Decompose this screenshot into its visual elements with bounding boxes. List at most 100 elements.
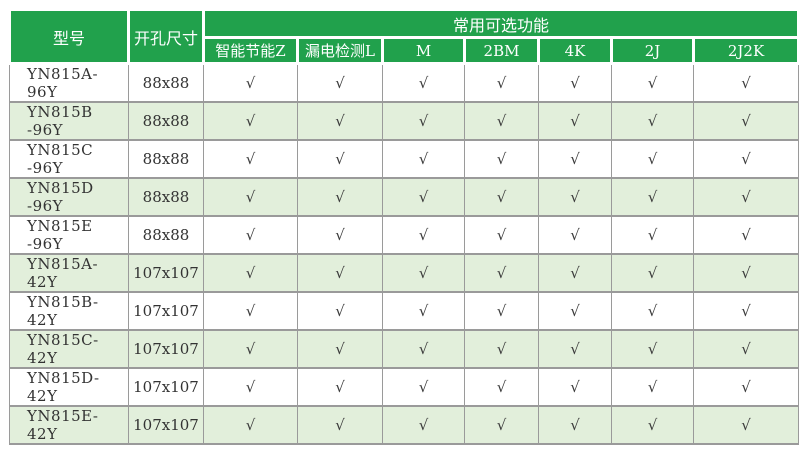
check-cell: √ [464,405,539,445]
check-cell: √ [692,367,800,407]
check-cell: √ [297,405,383,445]
header-function-4k: 4K [537,36,613,65]
check-cell: √ [464,139,539,179]
table-row: YN815C -96Y 88x88 √ √ √ √ √ √ √ [9,139,800,179]
check-cell: √ [611,177,694,217]
check-cell: √ [464,253,539,293]
model-cell: YN815A-96Y [9,62,129,103]
header-cutout: 开孔尺寸 [127,8,205,65]
check-cell: √ [692,253,800,293]
check-cell: √ [464,101,539,141]
model-cell: YN815A-42Y [9,253,129,293]
check-cell: √ [203,405,298,445]
check-cell: √ [538,177,612,217]
model-cell: YN815C -96Y [9,139,129,179]
check-cell: √ [538,329,612,369]
model-cell: YN815E-42Y [9,405,129,445]
check-cell: √ [538,139,612,179]
header-function-smart-energy: 智能节能Z [202,36,299,65]
check-cell: √ [382,253,465,293]
header-model: 型号 [8,8,130,65]
model-cell: YN815B-42Y [9,291,129,331]
check-cell: √ [203,62,298,103]
header-function-leakage: 漏电检测L [296,36,384,65]
table-row: YN815E-42Y 107x107 √ √ √ √ √ √ √ [9,405,800,445]
check-cell: √ [692,405,800,445]
check-cell: √ [611,62,694,103]
table-header: 型号 开孔尺寸 常用可选功能 智能节能Z 漏电检测L M 2BM 4K 2J 2… [8,8,800,65]
cutout-cell: 107x107 [128,291,204,331]
check-cell: √ [203,139,298,179]
check-cell: √ [382,62,465,103]
cutout-cell: 88x88 [128,101,204,141]
check-cell: √ [297,139,383,179]
check-cell: √ [538,367,612,407]
check-cell: √ [464,367,539,407]
cutout-cell: 88x88 [128,177,204,217]
check-cell: √ [203,177,298,217]
check-cell: √ [297,215,383,255]
header-row-functions: 智能节能Z 漏电检测L M 2BM 4K 2J 2J2K [10,36,800,65]
cutout-cell: 107x107 [128,405,204,445]
table-row: YN815A-42Y 107x107 √ √ √ √ √ √ √ [9,253,800,293]
table-row: YN815E -96Y 88x88 √ √ √ √ √ √ √ [9,215,800,255]
check-cell: √ [692,139,800,179]
check-cell: √ [203,291,298,331]
table-row: YN815D-42Y 107x107 √ √ √ √ √ √ √ [9,367,800,407]
check-cell: √ [203,101,298,141]
model-cell: YN815C-42Y [9,329,129,369]
check-cell: √ [611,101,694,141]
table-body: YN815A-96Y 88x88 √ √ √ √ √ √ √ YN815B -9… [9,62,800,445]
header-functions-group: 常用可选功能 [201,8,800,39]
header-function-m: M [381,36,466,65]
check-cell: √ [692,291,800,331]
check-cell: √ [203,215,298,255]
table-row: YN815B -96Y 88x88 √ √ √ √ √ √ √ [9,101,800,141]
check-cell: √ [203,329,298,369]
model-cell: YN815D-42Y [9,367,129,407]
check-cell: √ [464,215,539,255]
check-cell: √ [382,215,465,255]
check-cell: √ [692,101,800,141]
check-cell: √ [692,215,800,255]
check-cell: √ [692,62,800,103]
header-row-group: 型号 开孔尺寸 常用可选功能 [8,8,800,65]
check-cell: √ [464,291,539,331]
cutout-cell: 107x107 [128,329,204,369]
check-cell: √ [538,215,612,255]
check-cell: √ [382,139,465,179]
table-row: YN815B-42Y 107x107 √ √ √ √ √ √ √ [9,291,800,331]
check-cell: √ [297,367,383,407]
check-cell: √ [611,215,694,255]
check-cell: √ [382,291,465,331]
check-cell: √ [538,62,612,103]
header-function-2bm: 2BM [463,36,540,65]
model-cell: YN815B -96Y [9,101,129,141]
table-row: YN815D -96Y 88x88 √ √ √ √ √ √ √ [9,177,800,217]
model-cell: YN815E -96Y [9,215,129,255]
check-cell: √ [611,367,694,407]
cutout-cell: 107x107 [128,367,204,407]
table-row: YN815C-42Y 107x107 √ √ √ √ √ √ √ [9,329,800,369]
check-cell: √ [538,101,612,141]
check-cell: √ [611,291,694,331]
table-row: YN815A-96Y 88x88 √ √ √ √ √ √ √ [9,62,800,103]
check-cell: √ [382,405,465,445]
cutout-cell: 88x88 [128,215,204,255]
check-cell: √ [382,101,465,141]
check-cell: √ [538,405,612,445]
check-cell: √ [611,253,694,293]
cutout-cell: 88x88 [128,139,204,179]
check-cell: √ [382,367,465,407]
check-cell: √ [538,291,612,331]
check-cell: √ [297,329,383,369]
check-cell: √ [297,177,383,217]
check-cell: √ [297,101,383,141]
check-cell: √ [538,253,612,293]
check-cell: √ [464,62,539,103]
check-cell: √ [464,329,539,369]
check-cell: √ [611,139,694,179]
check-cell: √ [297,253,383,293]
check-cell: √ [611,405,694,445]
check-cell: √ [464,177,539,217]
